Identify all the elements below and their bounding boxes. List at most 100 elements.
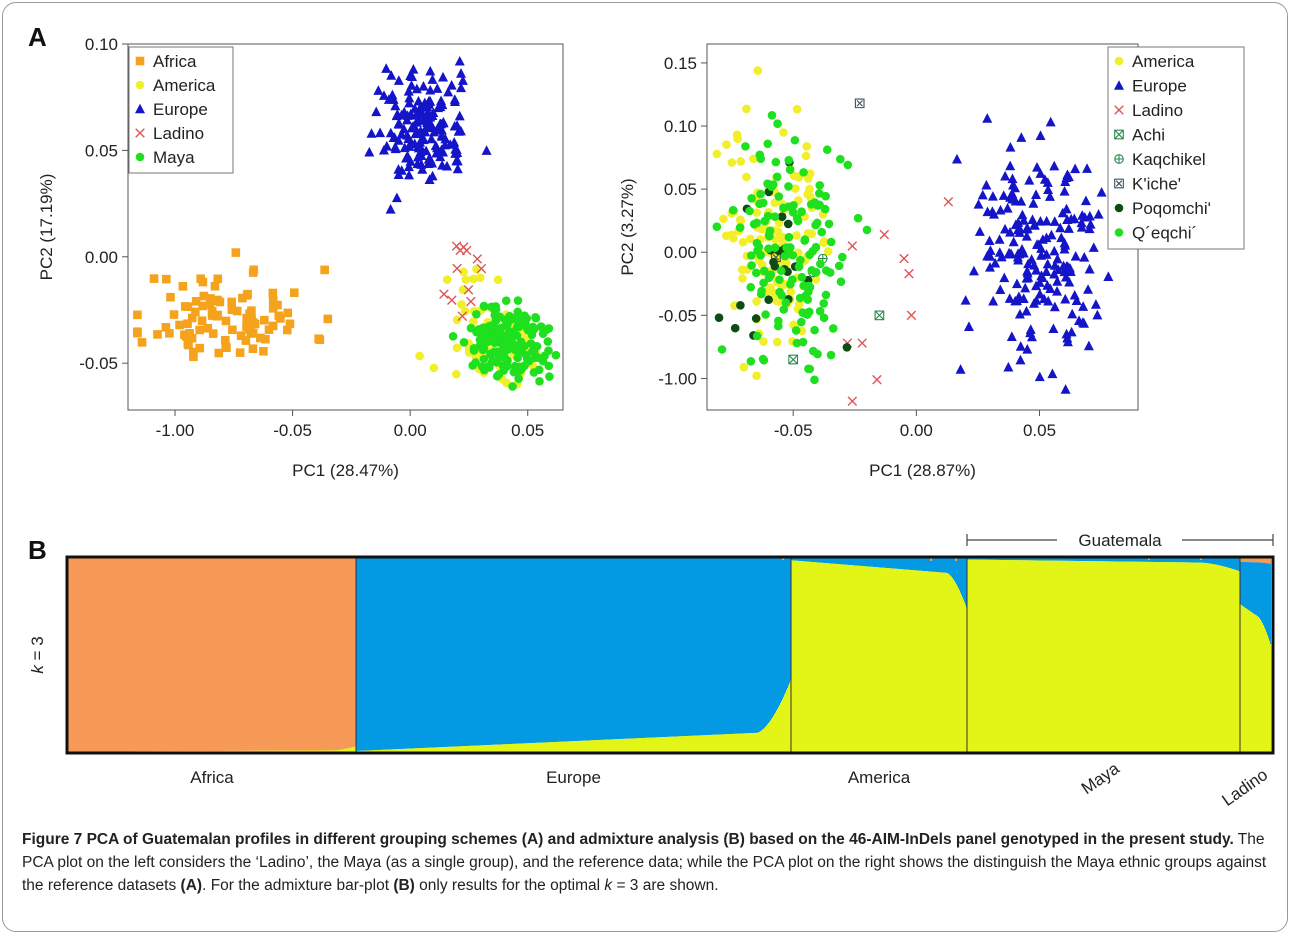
admix-bar-segment xyxy=(396,749,398,752)
admix-bar-segment xyxy=(332,750,334,752)
point-america xyxy=(457,300,466,309)
admix-bar-segment xyxy=(802,558,804,562)
caption-text-1: The PCA plot on the left considers the ‘… xyxy=(22,831,1267,894)
admix-bar-segment xyxy=(830,558,832,564)
point-europe xyxy=(371,106,382,117)
admix-bar-segment xyxy=(172,558,174,752)
point-maya xyxy=(508,382,517,391)
admix-bar-segment xyxy=(1221,565,1223,752)
admix-bar-segment xyxy=(909,558,911,570)
admix-bar-segment xyxy=(538,558,540,743)
admix-bar-segment xyxy=(511,743,513,752)
admix-bar-segment xyxy=(1225,566,1227,752)
admix-bar-segment xyxy=(238,558,240,751)
admix-bar-segment xyxy=(421,748,423,752)
admix-bar-segment xyxy=(199,558,201,752)
point-q-eqchi xyxy=(761,310,770,319)
admix-bar-segment xyxy=(816,558,818,563)
admix-bar-segment xyxy=(320,750,322,752)
point-africa xyxy=(198,277,208,287)
admix-bar-segment xyxy=(500,744,502,752)
admix-bar-segment xyxy=(219,558,221,752)
admix-bar-segment xyxy=(761,558,763,731)
point-africa xyxy=(195,325,204,335)
point-europe xyxy=(421,145,432,156)
admix-bar-segment xyxy=(1174,562,1176,752)
point-q-eqchi xyxy=(804,281,814,291)
admix-bar-segment xyxy=(1064,560,1066,752)
admix-bar-segment xyxy=(617,739,619,752)
admix-bar-segment xyxy=(792,560,794,752)
admix-bar-segment xyxy=(308,750,310,752)
point-europe xyxy=(406,80,417,90)
admix-bar-segment xyxy=(947,573,949,752)
admix-bar-segment xyxy=(167,558,169,752)
admix-bar-segment xyxy=(819,562,821,752)
y-tick-label: 0.00 xyxy=(664,243,697,262)
point-europe xyxy=(1061,328,1072,339)
admix-bar-segment xyxy=(583,740,585,752)
point-q-eqchi xyxy=(836,154,845,164)
admix-bar-segment xyxy=(598,740,600,752)
point-europe xyxy=(412,151,423,162)
admix-bar-segment xyxy=(452,746,454,752)
admix-bar-segment xyxy=(1205,558,1207,563)
admix-bar-segment xyxy=(101,558,103,752)
admix-bar-segment xyxy=(1114,561,1116,752)
point-africa xyxy=(166,292,175,302)
point-europe xyxy=(454,110,465,121)
point-ladino xyxy=(943,196,954,207)
admix-bar-segment xyxy=(617,558,619,740)
admix-bar-segment xyxy=(1231,568,1233,752)
admix-bar-segment xyxy=(721,558,723,735)
admix-bar-segment xyxy=(441,747,443,752)
admix-bar-segment xyxy=(1220,558,1222,566)
point-europe xyxy=(1007,188,1018,198)
point-africa xyxy=(183,302,193,311)
admix-bar-segment xyxy=(483,558,485,746)
admix-bar-segment xyxy=(517,743,519,752)
admix-bar-segment xyxy=(514,558,516,744)
admix-bar-segment xyxy=(892,568,894,752)
admix-bar-segment xyxy=(1129,561,1131,752)
admix-bar-segment xyxy=(310,558,312,751)
admix-bar-segment xyxy=(1051,560,1053,752)
point-europe xyxy=(446,80,457,90)
admix-bar-segment xyxy=(502,558,504,745)
admix-bar-segment xyxy=(658,737,660,752)
legend-marker xyxy=(1114,203,1124,213)
admix-bar-segment xyxy=(1212,563,1214,752)
admix-bar-segment xyxy=(1108,561,1110,752)
admix-bar-segment xyxy=(1224,566,1226,752)
admix-bar-segment xyxy=(1136,558,1138,562)
admix-bar-segment xyxy=(580,558,582,741)
point-maya xyxy=(469,346,479,355)
admix-bar-segment xyxy=(271,750,273,752)
admix-bar-segment xyxy=(580,740,582,752)
point-america xyxy=(786,287,796,296)
admix-bar-segment xyxy=(718,734,720,752)
admix-bar-segment xyxy=(1069,560,1071,752)
admix-bar-segment xyxy=(1107,561,1109,752)
point-q-eqchi xyxy=(735,223,745,232)
admix-bar-segment xyxy=(1191,562,1193,752)
admix-bar-segment xyxy=(703,558,705,736)
point-america xyxy=(469,317,478,326)
admix-bar-segment xyxy=(1250,558,1252,563)
admix-bar-segment xyxy=(1235,569,1237,752)
admix-bar-segment xyxy=(981,559,983,752)
point-q-eqchi xyxy=(828,324,838,333)
point-europe xyxy=(404,92,415,103)
point-q-eqchi xyxy=(807,266,817,275)
admix-bar-segment xyxy=(475,558,477,746)
admix-bar-segment xyxy=(267,750,269,752)
point-europe xyxy=(454,55,465,66)
admix-bar-segment xyxy=(606,739,608,752)
admix-bar-segment xyxy=(538,742,540,752)
point-africa xyxy=(221,316,231,326)
admix-bar-segment xyxy=(472,745,474,752)
point-europe xyxy=(1008,236,1019,247)
admix-bar-segment xyxy=(1101,561,1103,752)
admix-bar-segment xyxy=(1047,558,1049,561)
admix-bar-segment xyxy=(587,558,589,741)
